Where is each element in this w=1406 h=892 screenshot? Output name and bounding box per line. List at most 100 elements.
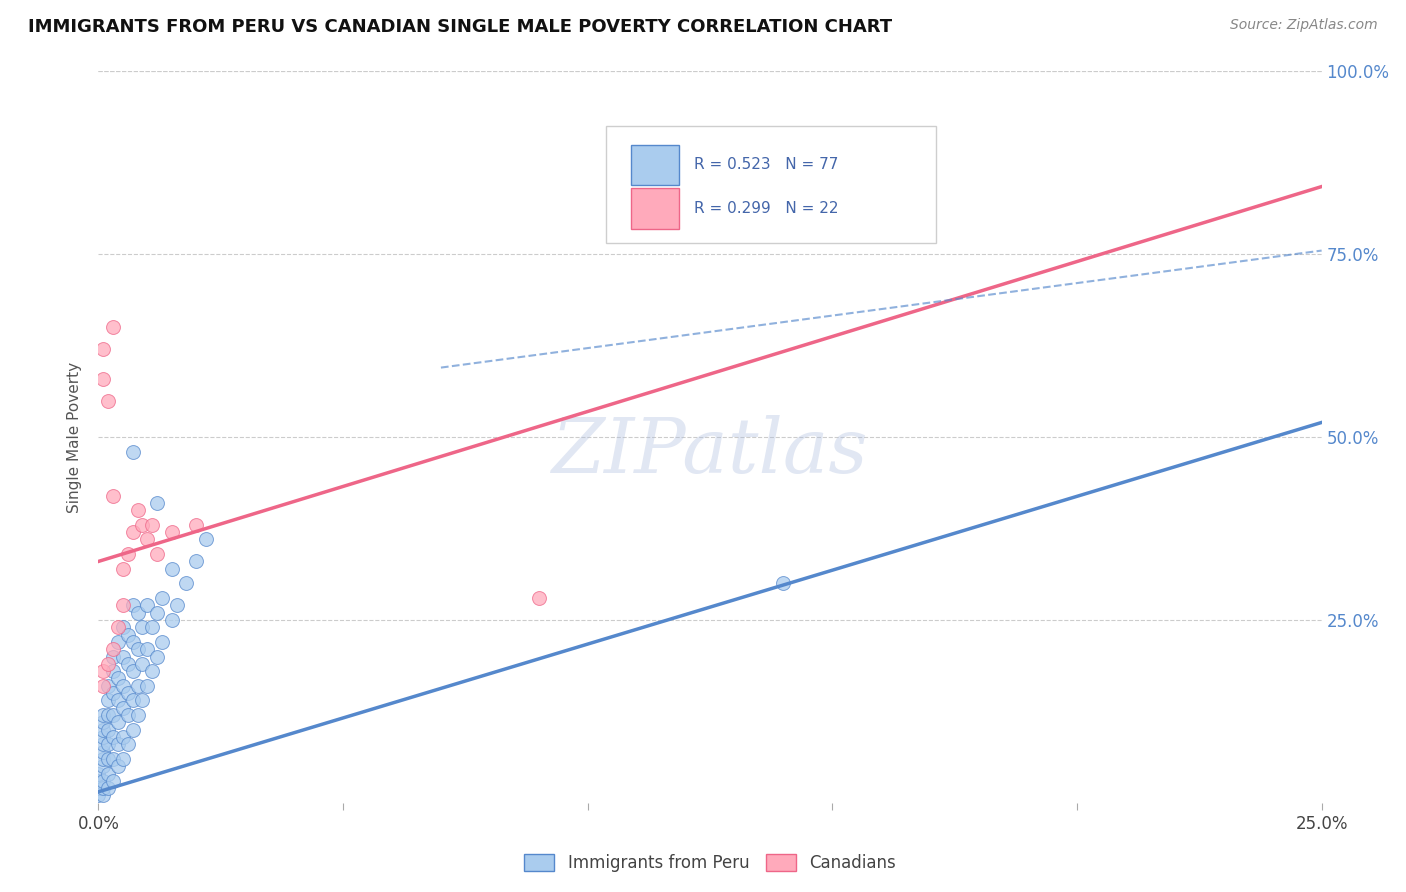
Point	[91, 752, 114, 766]
Point	[91, 371, 114, 385]
Point	[101, 752, 124, 766]
Point	[97, 693, 120, 707]
Point	[136, 599, 159, 613]
Point	[160, 562, 183, 576]
Point	[111, 730, 134, 744]
Point	[97, 708, 120, 723]
Point	[91, 781, 114, 796]
Point	[127, 606, 149, 620]
Point	[117, 708, 139, 723]
Point	[136, 533, 159, 547]
Point	[127, 503, 149, 517]
FancyBboxPatch shape	[606, 126, 936, 244]
Point	[146, 606, 169, 620]
Point	[111, 620, 134, 634]
Point	[121, 444, 143, 458]
Point	[97, 737, 120, 751]
Point	[101, 686, 124, 700]
Point	[97, 393, 120, 408]
Point	[91, 715, 114, 730]
Point	[97, 723, 120, 737]
Point	[146, 496, 169, 510]
Point	[136, 642, 159, 657]
Point	[91, 745, 114, 759]
Point	[91, 708, 114, 723]
Point	[176, 576, 198, 591]
Point	[131, 693, 153, 707]
Point	[87, 789, 110, 803]
Point	[772, 576, 794, 591]
Point	[146, 649, 169, 664]
Point	[91, 730, 114, 744]
Point	[160, 613, 183, 627]
Point	[186, 517, 208, 532]
Text: Source: ZipAtlas.com: Source: ZipAtlas.com	[1230, 18, 1378, 32]
Point	[111, 562, 134, 576]
Point	[101, 320, 124, 334]
Point	[111, 752, 134, 766]
Point	[195, 533, 218, 547]
Point	[97, 752, 120, 766]
Point	[121, 693, 143, 707]
Point	[97, 657, 120, 671]
Point	[101, 708, 124, 723]
Point	[131, 517, 153, 532]
Bar	[630, 188, 679, 228]
Point	[91, 664, 114, 678]
Point	[91, 343, 114, 357]
Point	[121, 635, 143, 649]
Point	[121, 525, 143, 540]
Point	[111, 700, 134, 714]
Point	[527, 591, 550, 605]
Point	[150, 635, 173, 649]
Point	[107, 635, 129, 649]
Point	[111, 679, 134, 693]
Point	[101, 773, 124, 788]
Point	[127, 642, 149, 657]
Point	[107, 715, 129, 730]
Point	[117, 547, 139, 561]
Point	[101, 642, 124, 657]
Point	[107, 672, 129, 686]
Point	[136, 679, 159, 693]
Point	[107, 693, 129, 707]
Point	[117, 686, 139, 700]
Point	[91, 679, 114, 693]
Point	[166, 599, 188, 613]
Text: IMMIGRANTS FROM PERU VS CANADIAN SINGLE MALE POVERTY CORRELATION CHART: IMMIGRANTS FROM PERU VS CANADIAN SINGLE …	[28, 18, 893, 36]
Point	[111, 599, 134, 613]
Point	[101, 649, 124, 664]
Point	[91, 773, 114, 788]
Point	[101, 664, 124, 678]
Point	[127, 708, 149, 723]
Legend: Immigrants from Peru, Canadians: Immigrants from Peru, Canadians	[517, 847, 903, 879]
Point	[111, 649, 134, 664]
Point	[117, 737, 139, 751]
Point	[87, 773, 110, 788]
Point	[87, 781, 110, 796]
Bar	[630, 145, 679, 185]
Point	[107, 737, 129, 751]
Point	[107, 620, 129, 634]
Point	[101, 730, 124, 744]
Y-axis label: Single Male Poverty: Single Male Poverty	[67, 361, 83, 513]
Point	[91, 723, 114, 737]
Point	[101, 489, 124, 503]
Point	[141, 517, 163, 532]
Point	[97, 781, 120, 796]
Point	[117, 657, 139, 671]
Point	[91, 759, 114, 773]
Text: ZIPatlas: ZIPatlas	[551, 415, 869, 489]
Point	[121, 599, 143, 613]
Point	[97, 766, 120, 780]
Point	[150, 591, 173, 605]
Point	[141, 664, 163, 678]
Point	[121, 723, 143, 737]
Point	[131, 620, 153, 634]
Point	[87, 766, 110, 780]
Point	[186, 554, 208, 568]
Point	[117, 627, 139, 641]
Text: R = 0.523   N = 77: R = 0.523 N = 77	[695, 157, 838, 172]
Point	[97, 679, 120, 693]
Point	[127, 679, 149, 693]
